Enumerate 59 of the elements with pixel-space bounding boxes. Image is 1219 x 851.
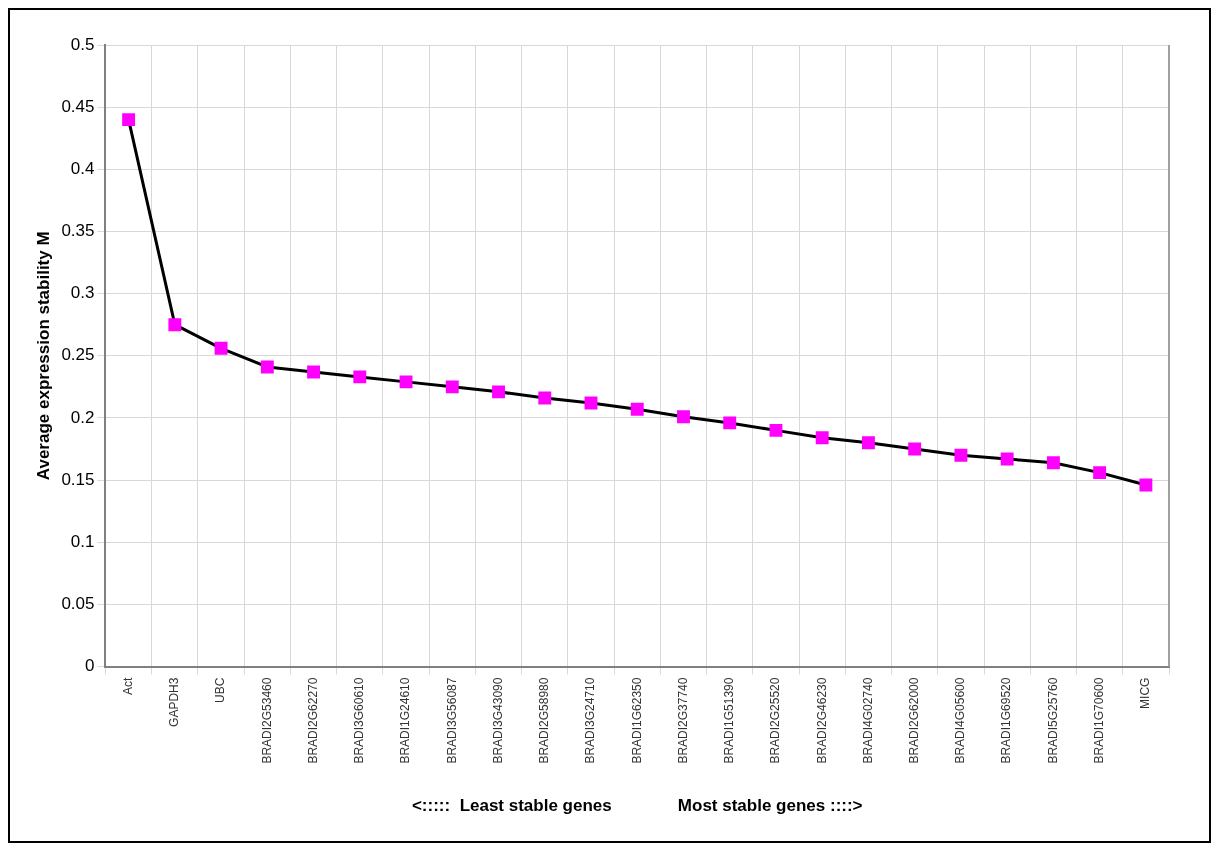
point <box>769 423 783 437</box>
point <box>307 365 321 379</box>
x-tick-label: BRADI1G24610 <box>398 677 413 764</box>
x-tick-label: BRADI3G60610 <box>352 677 367 764</box>
point <box>214 341 228 355</box>
y-tick-label: 0.2 <box>70 407 95 427</box>
x-tick-label: BRADI3G43090 <box>490 677 505 764</box>
point <box>492 385 505 399</box>
point <box>538 391 552 405</box>
point <box>1046 456 1060 470</box>
point <box>1139 478 1153 492</box>
point <box>399 375 413 389</box>
point <box>260 360 274 374</box>
x-tick-label: BRADI3G24710 <box>583 677 598 764</box>
y-tick-label: 0.15 <box>61 469 95 489</box>
x-tick-label: UBC <box>213 677 228 703</box>
x-tick-label: BRADI3G56087 <box>444 677 459 764</box>
y-tick-label: 0.05 <box>61 594 95 614</box>
x-tick-label: BRADI2G53460 <box>259 677 274 764</box>
y-tick-label: 0.35 <box>61 221 95 241</box>
point <box>677 410 690 424</box>
x-tick-label: BRADI5G25760 <box>1045 677 1060 764</box>
y-tick-label: 0.1 <box>70 531 95 551</box>
x-tick-label: BRADI2G58980 <box>537 677 552 764</box>
x-tick-label: GAPDH3 <box>167 677 182 727</box>
x-tick-label: BRADI2G62000 <box>906 677 921 764</box>
y-tick-label: 0.5 <box>70 34 95 54</box>
point <box>630 402 644 416</box>
y-tick-label: 0.3 <box>70 283 95 303</box>
x-tick-label: BRADI4G02740 <box>860 677 875 764</box>
x-tick-label: BRADI1G69520 <box>999 677 1014 764</box>
x-tick-label: BRADI4G05600 <box>953 677 968 764</box>
point <box>861 436 875 450</box>
y-tick-label: 0.45 <box>61 96 95 116</box>
x-tick-label: BRADI2G37740 <box>675 677 690 764</box>
x-tick-label: BRADI2G62270 <box>305 677 320 764</box>
point <box>353 370 367 384</box>
point <box>815 431 829 445</box>
y-tick-label: 0.4 <box>70 159 95 178</box>
x-tick-label: BRADI1G51390 <box>722 677 737 764</box>
point <box>908 442 922 456</box>
y-axis-title: Average expression stability M <box>33 231 53 481</box>
point <box>122 113 136 127</box>
x-tick-label: BRADI2G25520 <box>768 677 783 764</box>
x-tick-label: BRADI2G46230 <box>814 677 829 764</box>
y-tick-label: 0.25 <box>61 345 95 365</box>
x-axis-title: <::::: Least stable genes Most stable genes ::::> <box>411 796 863 816</box>
y-tick-label: 0 <box>85 656 95 676</box>
x-tick-label: BRADI1G70600 <box>1091 677 1106 764</box>
point <box>168 318 182 332</box>
point <box>445 380 459 394</box>
point <box>954 448 968 462</box>
point <box>723 416 737 430</box>
x-tick-label: BRADI1G62350 <box>629 677 644 764</box>
point <box>1000 452 1014 466</box>
x-tick-label: Act <box>120 676 135 695</box>
x-tick-label: MICG <box>1138 677 1153 709</box>
point <box>1093 466 1107 480</box>
point <box>584 396 598 410</box>
